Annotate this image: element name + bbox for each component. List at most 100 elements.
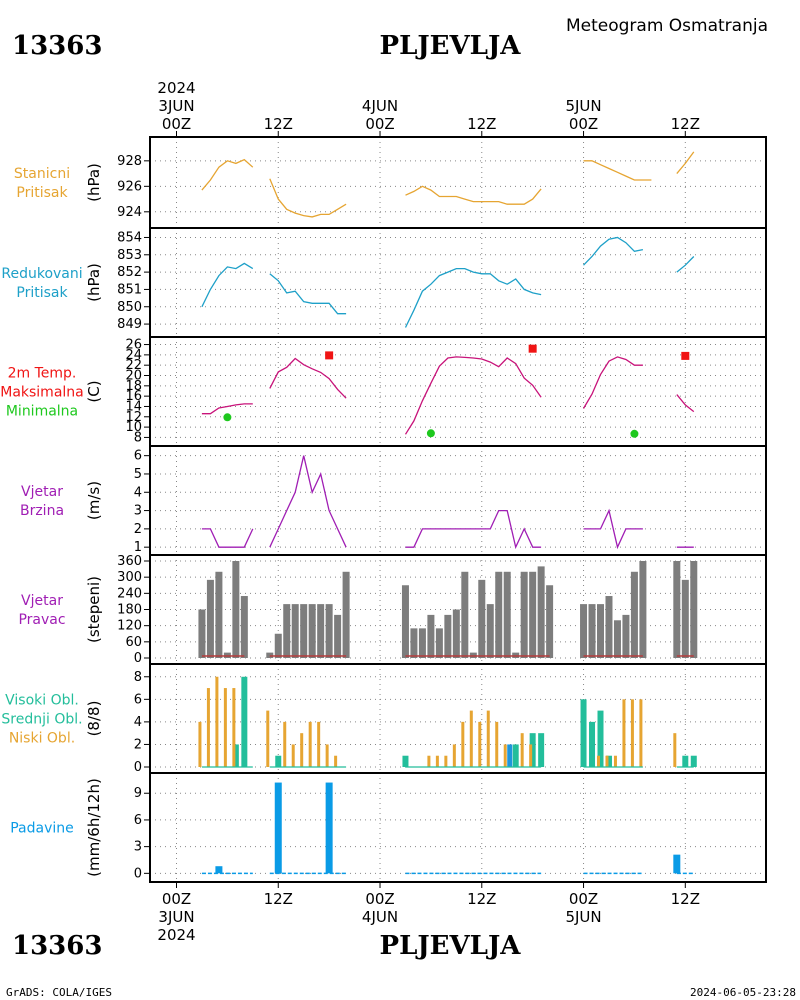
cloud-bar [589, 721, 596, 767]
cloud-bar [215, 676, 219, 767]
cloud-bar [308, 721, 312, 767]
series-line [201, 158, 254, 191]
x-year-label-bottom: 2024 [157, 926, 195, 944]
wind-direction-bar [274, 633, 282, 658]
grid-lines [150, 137, 766, 882]
cloud-bar [435, 755, 439, 767]
station-name-bottom: PLJEVLJA [380, 931, 522, 961]
x-tick-label-bottom: 12Z [264, 890, 293, 908]
cloud-bar [486, 710, 490, 767]
precip-bar [673, 854, 681, 874]
wind-direction-bar [537, 566, 545, 658]
wind-direction-bar [520, 571, 528, 658]
panel-label: Vjetar [21, 484, 63, 500]
y-tick-label: 14 [125, 399, 142, 414]
wind-direction-bar [529, 571, 537, 658]
panel-label: Brzina [20, 503, 64, 519]
y-tick-label: 180 [117, 603, 142, 618]
wind-direction-bar [478, 579, 486, 658]
cloud-bar [605, 755, 612, 767]
tmin-marker [223, 413, 232, 422]
wind-direction-bar [546, 585, 554, 658]
cloud-bar [507, 744, 513, 767]
x-tick-label-bottom: 00Z [569, 890, 598, 908]
cloud-bar [495, 721, 499, 767]
y-tick-label: 6 [134, 692, 142, 707]
wind-direction-bar [325, 604, 333, 658]
panel-label: 2m Temp. [8, 366, 77, 382]
y-tick-label: 4 [134, 715, 142, 730]
series-line [583, 236, 644, 266]
cloud-bar [613, 755, 617, 767]
y-tick-label: 6 [134, 449, 142, 464]
panel-label: Srednji Obl. [1, 712, 82, 728]
cloud-bar [198, 721, 202, 767]
cloud-bar [690, 755, 697, 767]
x-date-label-bottom: 3JUN [158, 908, 194, 926]
y-axis-label: (hPa) [85, 263, 103, 302]
x-date-label-top: 3JUN [158, 97, 194, 115]
cloud-bar [402, 755, 409, 767]
cloud-bar [291, 744, 295, 767]
temperature-line [582, 356, 643, 409]
series-line [269, 273, 347, 315]
y-axis-label: (m/s) [85, 481, 103, 520]
y-tick-label: 853 [117, 248, 142, 263]
cloud-bar [283, 721, 287, 767]
panel-label: Visoki Obl. [5, 693, 79, 709]
cloud-bar [529, 744, 533, 767]
y-tick-label: 26 [125, 338, 142, 353]
wind-direction-bar [673, 561, 681, 658]
cloud-bar [334, 755, 338, 767]
panel-label: Pritisak [16, 185, 68, 201]
panel-frames [149, 136, 767, 883]
y-axis-label: (hPa) [85, 163, 103, 202]
series-line [405, 185, 542, 205]
cloud-bar [597, 710, 604, 767]
cloud-bar [317, 721, 321, 767]
wind-direction-bar [401, 585, 409, 658]
tmin-marker [426, 429, 435, 438]
y-tick-label: 8 [134, 670, 142, 685]
tmax-marker [681, 351, 690, 360]
panel-label: Minimalna [6, 404, 78, 420]
x-date-label-bottom: 5JUN [565, 908, 601, 926]
y-axis-label: (8/8) [85, 701, 103, 737]
cloud-bar [597, 755, 600, 767]
y-tick-label: 0 [134, 651, 142, 666]
wind-direction-bar [495, 571, 503, 658]
y-tick-label: 3 [134, 840, 142, 855]
wind-direction-bar [198, 609, 206, 658]
wind-direction-bar [605, 596, 613, 658]
series-line [583, 508, 643, 550]
y-tick-label: 10 [125, 420, 142, 435]
wind-direction-bar [342, 571, 350, 658]
y-tick-label: 2 [134, 522, 142, 537]
panel-label: Pravac [18, 612, 65, 628]
wind-direction-bar [435, 628, 443, 658]
series-line [676, 151, 695, 175]
wind-direction-bar [588, 604, 596, 658]
panel-frame [149, 772, 767, 883]
cloud-bar [503, 744, 507, 767]
wind-direction-bar [410, 628, 418, 658]
footer-timestamp: 2024-06-05-23:28 [690, 986, 796, 999]
x-tick-label-top: 00Z [162, 115, 191, 133]
tmax-marker [325, 351, 334, 360]
panel-frame [149, 227, 767, 338]
y-tick-label: 8 [134, 430, 142, 445]
y-tick-label: 4 [134, 485, 142, 500]
cloud-bar [241, 676, 248, 767]
footer-software: GrADS: COLA/IGES [6, 986, 112, 999]
wind-direction-bar [283, 604, 291, 658]
precip-bar [274, 782, 282, 874]
y-tick-label: 3 [134, 504, 142, 519]
y-tick-label: 926 [117, 179, 142, 194]
wind-direction-bar [300, 604, 308, 658]
cloud-bar [452, 744, 456, 767]
wind-direction-bar [334, 614, 342, 658]
wind-direction-bar [580, 604, 588, 658]
y-tick-label: 240 [117, 586, 142, 601]
panel-frame [149, 336, 767, 447]
panel-label: Niski Obl. [9, 731, 75, 747]
